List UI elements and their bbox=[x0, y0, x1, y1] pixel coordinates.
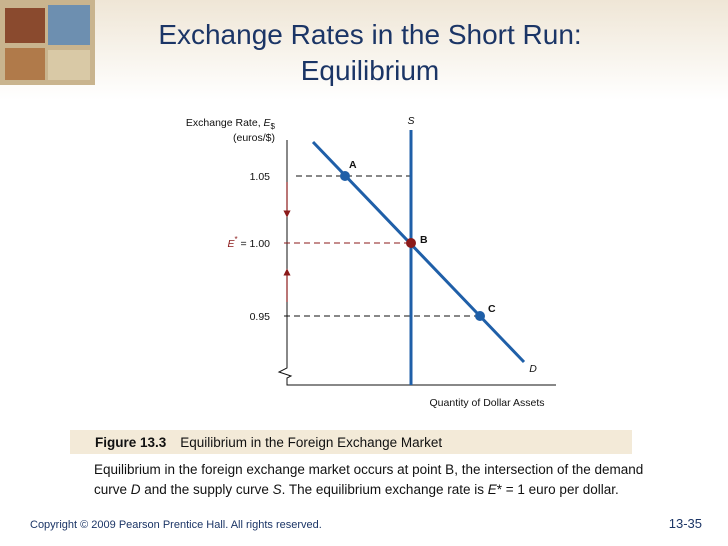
x-axis-label: Quantity of Dollar Assets bbox=[430, 397, 545, 409]
level-superscript: * bbox=[234, 235, 237, 244]
caption-heading: Figure 13.3 Equilibrium in the Foreign Ex… bbox=[95, 435, 442, 450]
caption-text: and the supply curve bbox=[141, 482, 273, 497]
level-label: E* = 1.00 bbox=[227, 235, 270, 250]
caption-band bbox=[70, 430, 632, 454]
label-text: Exchange Rate, bbox=[186, 117, 264, 129]
caption-symbol: S bbox=[273, 482, 282, 497]
title: Equilibrium bbox=[301, 55, 440, 86]
point-b bbox=[406, 238, 416, 248]
y-axis-unit: (euros/$) bbox=[233, 132, 275, 144]
point-label: B bbox=[420, 234, 428, 246]
caption-text: curve bbox=[94, 482, 131, 497]
supply-label: S bbox=[407, 115, 414, 127]
caption-title: Equilibrium in the Foreign Exchange Mark… bbox=[180, 435, 442, 450]
demand-label: D bbox=[529, 363, 537, 375]
point-label: A bbox=[349, 159, 357, 171]
caption-line: Equilibrium in the foreign exchange mark… bbox=[94, 462, 643, 477]
title: Exchange Rates in the Short Run: bbox=[158, 19, 581, 50]
level-value: = 1.00 bbox=[238, 238, 271, 250]
label-symbol: E bbox=[264, 117, 272, 129]
point-c bbox=[475, 311, 485, 321]
y-axis-label: Exchange Rate, E$ bbox=[186, 117, 276, 131]
caption-text: Equilibrium in the foreign exchange mark… bbox=[94, 462, 643, 477]
caption-text: * = 1 euro per dollar. bbox=[497, 482, 619, 497]
point-label: C bbox=[488, 303, 496, 315]
copyright: Copyright © 2009 Pearson Prentice Hall. … bbox=[30, 519, 322, 531]
diagram: Exchange Rate, E$ (euros/$) Quantity of … bbox=[186, 115, 556, 409]
level-label: 1.05 bbox=[250, 171, 271, 183]
caption-symbol: E bbox=[488, 482, 498, 497]
point-a bbox=[340, 171, 350, 181]
slide-number: 13-35 bbox=[669, 516, 702, 531]
level-symbol: E bbox=[227, 238, 235, 250]
label-subscript: $ bbox=[271, 122, 276, 131]
header-image bbox=[0, 0, 95, 85]
header-band bbox=[0, 0, 728, 100]
caption-text: . The equilibrium exchange rate is bbox=[282, 482, 488, 497]
caption-line: curve D and the supply curve S. The equi… bbox=[94, 482, 619, 497]
axes bbox=[277, 140, 556, 386]
level-label: 0.95 bbox=[250, 311, 271, 323]
caption-symbol: D bbox=[131, 482, 141, 497]
caption-label: Figure 13.3 bbox=[95, 435, 167, 450]
